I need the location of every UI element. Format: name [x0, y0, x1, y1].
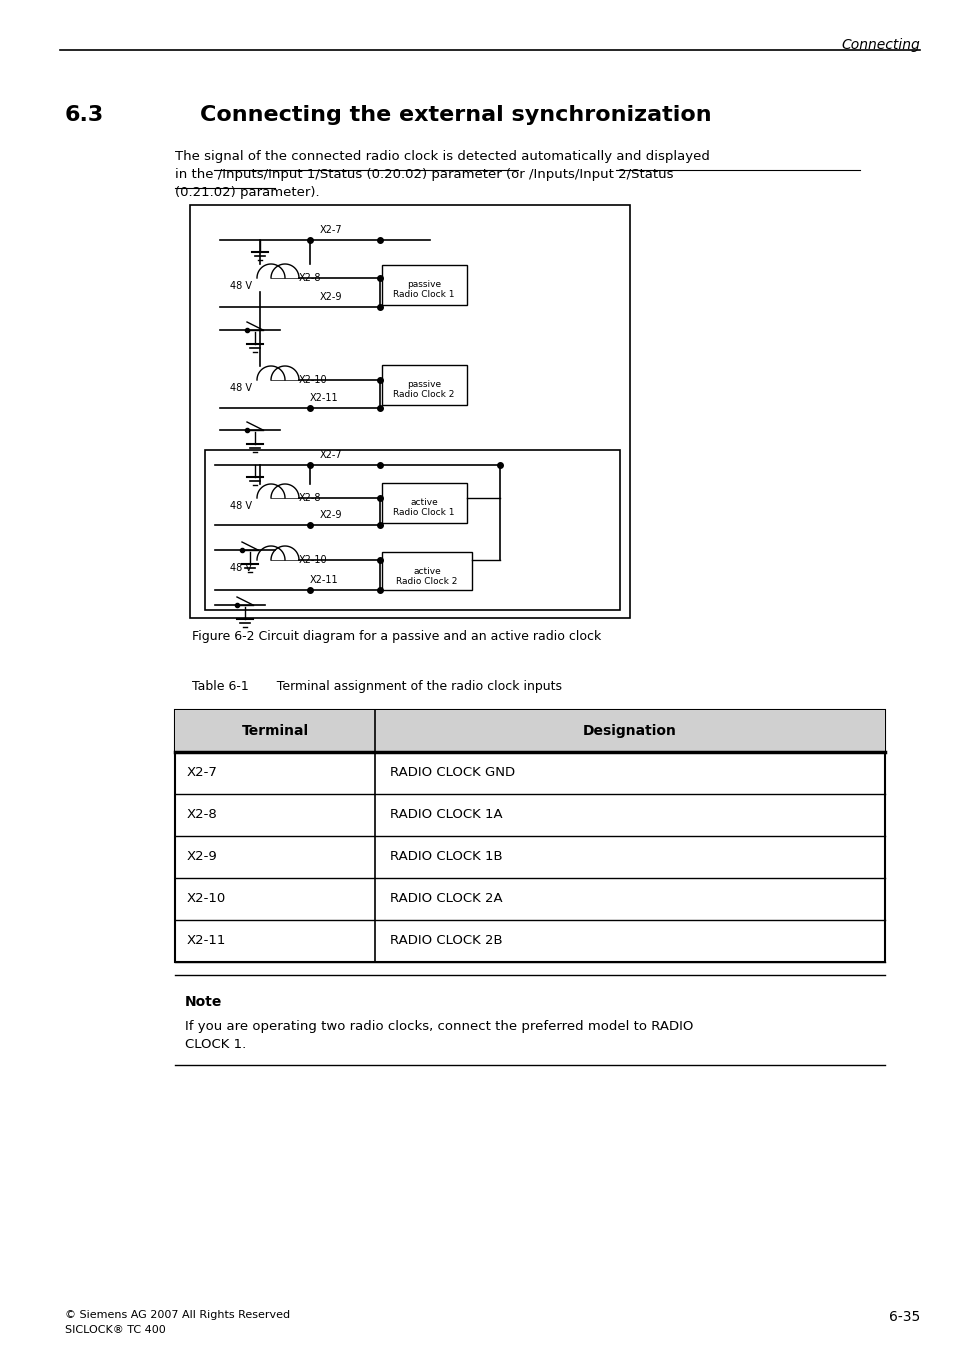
Text: X2-8: X2-8 [187, 809, 217, 822]
Text: Radio Clock 2: Radio Clock 2 [395, 576, 457, 586]
Text: 6.3: 6.3 [65, 105, 104, 126]
Text: X2-9: X2-9 [319, 292, 342, 302]
Text: X2-8: X2-8 [298, 493, 321, 504]
Text: RADIO CLOCK 2A: RADIO CLOCK 2A [390, 892, 502, 906]
Text: X2-11: X2-11 [310, 575, 338, 585]
Text: X2-11: X2-11 [187, 934, 226, 948]
Text: active: active [410, 498, 437, 508]
Text: X2-9: X2-9 [319, 510, 342, 520]
FancyBboxPatch shape [381, 552, 472, 590]
Text: X2-7: X2-7 [319, 450, 342, 460]
Text: passive: passive [407, 279, 440, 289]
FancyBboxPatch shape [381, 265, 467, 305]
Text: 6-35: 6-35 [888, 1310, 919, 1324]
Bar [174, 710, 884, 963]
Text: Connecting: Connecting [841, 38, 919, 53]
Text: The signal of the connected radio clock is detected automatically and displayed: The signal of the connected radio clock … [174, 150, 709, 163]
Text: Radio Clock 1: Radio Clock 1 [393, 290, 455, 298]
Text: (0.21.02) parameter).: (0.21.02) parameter). [174, 186, 319, 198]
Text: Radio Clock 1: Radio Clock 1 [393, 508, 455, 517]
Text: X2-10: X2-10 [298, 375, 327, 385]
Bar [205, 450, 619, 610]
FancyBboxPatch shape [381, 364, 467, 405]
Text: RADIO CLOCK 1A: RADIO CLOCK 1A [390, 809, 502, 822]
Text: Note: Note [185, 995, 222, 1008]
Text: in the /Inputs/Input 1/Status (0.20.02) parameter (or /Inputs/Input 2/Status: in the /Inputs/Input 1/Status (0.20.02) … [174, 167, 673, 181]
Text: 48 V: 48 V [230, 281, 252, 292]
Text: If you are operating two radio clocks, connect the preferred model to RADIO: If you are operating two radio clocks, c… [185, 1021, 693, 1033]
Text: © Siemens AG 2007 All Rights Reserved: © Siemens AG 2007 All Rights Reserved [65, 1310, 290, 1320]
Text: X2-7: X2-7 [319, 225, 342, 235]
Text: SICLOCK® TC 400: SICLOCK® TC 400 [65, 1324, 166, 1335]
FancyBboxPatch shape [381, 483, 467, 522]
Bar [174, 710, 884, 752]
Text: Designation: Designation [582, 724, 677, 738]
Text: X2-10: X2-10 [187, 892, 226, 906]
Text: RADIO CLOCK 1B: RADIO CLOCK 1B [390, 850, 502, 864]
Text: active: active [413, 567, 440, 576]
Text: RADIO CLOCK 2B: RADIO CLOCK 2B [390, 934, 502, 948]
Text: CLOCK 1.: CLOCK 1. [185, 1038, 246, 1052]
Text: X2-10: X2-10 [298, 555, 327, 566]
Text: 48 V: 48 V [230, 563, 252, 572]
Text: 48 V: 48 V [230, 383, 252, 393]
Text: X2-8: X2-8 [298, 273, 321, 284]
Text: RADIO CLOCK GND: RADIO CLOCK GND [390, 767, 515, 779]
Text: X2-9: X2-9 [187, 850, 217, 864]
Bar [190, 205, 629, 618]
Text: Connecting the external synchronization: Connecting the external synchronization [200, 105, 711, 126]
Text: passive: passive [407, 379, 440, 389]
Text: X2-11: X2-11 [310, 393, 338, 404]
Text: Table 6-1       Terminal assignment of the radio clock inputs: Table 6-1 Terminal assignment of the rad… [192, 680, 561, 693]
Text: Figure 6-2 Circuit diagram for a passive and an active radio clock: Figure 6-2 Circuit diagram for a passive… [192, 630, 600, 643]
Text: X2-7: X2-7 [187, 767, 217, 779]
Text: Radio Clock 2: Radio Clock 2 [393, 390, 455, 400]
Text: Terminal: Terminal [241, 724, 308, 738]
Text: 48 V: 48 V [230, 501, 252, 512]
